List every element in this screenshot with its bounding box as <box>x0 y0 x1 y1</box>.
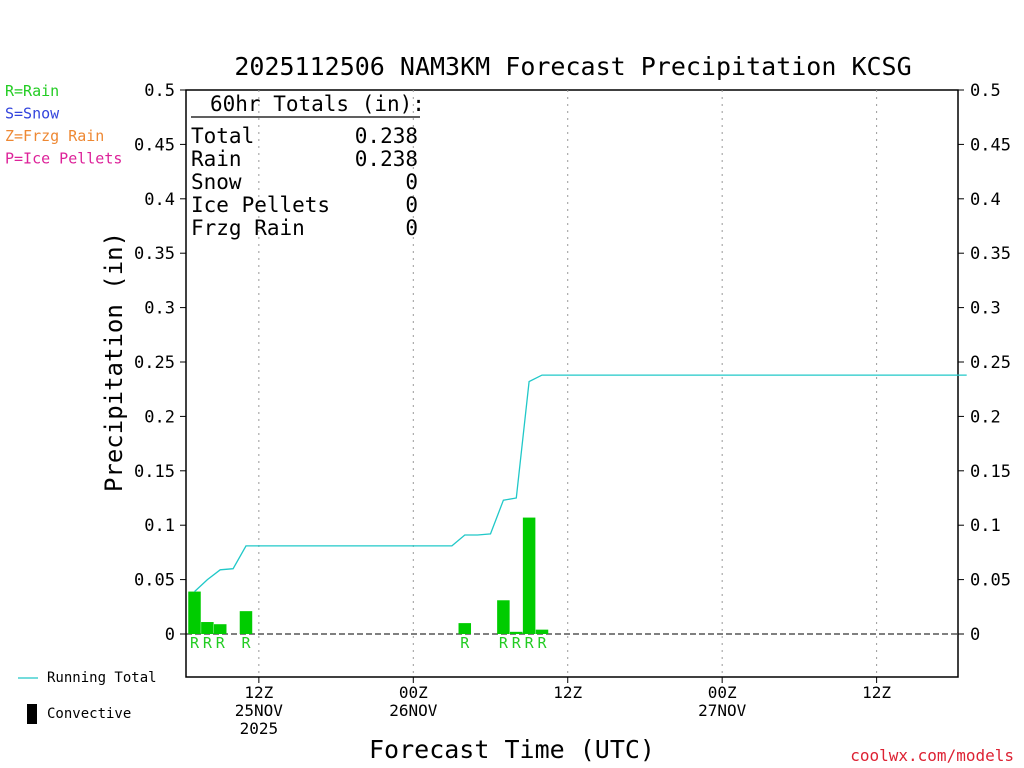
x-tick-label: 12Z <box>862 683 891 702</box>
ptype-letter: R <box>460 634 470 652</box>
y-tick-label-left: 0.2 <box>144 407 175 427</box>
y-tick-label-right: 0.5 <box>970 81 1001 101</box>
ptype-letter: R <box>499 634 509 652</box>
ptype-letter: R <box>537 634 547 652</box>
totals-label: Ice Pellets <box>191 193 330 217</box>
y-tick-label-left: 0.1 <box>144 516 175 536</box>
totals-value: 0.238 <box>355 124 418 148</box>
y-tick-label-left: 0.5 <box>144 81 175 101</box>
ptype-letter: R <box>190 634 200 652</box>
precip-bar <box>510 631 523 634</box>
x-tick-label: 27NOV <box>698 701 747 720</box>
y-tick-label-left: 0.4 <box>144 190 175 210</box>
totals-label: Snow <box>191 170 242 194</box>
convective-legend-swatch <box>27 704 37 724</box>
totals-value: 0.238 <box>355 147 418 171</box>
plot-area <box>185 89 959 678</box>
y-axis-left: 0.5 0.45 0.4 0.35 0.3 0.25 0.2 0.15 0.1 0.05 0 <box>134 81 186 645</box>
credit-text: coolwx.com/models <box>850 746 1014 765</box>
ptype-letter: R <box>241 634 251 652</box>
y-tick-label-left: 0.45 <box>134 135 175 155</box>
running-total-line <box>194 374 967 593</box>
ptype-letter: R <box>203 634 213 652</box>
y-tick-label-left: 0 <box>165 625 175 645</box>
y-tick-label-right: 0.2 <box>970 407 1001 427</box>
ptype-legend-item: P=Ice Pellets <box>5 150 122 168</box>
precip-bar <box>201 622 214 634</box>
chart-title: 2025112506 NAM3KM Forecast Precipitation… <box>234 52 911 81</box>
totals-label: Total <box>191 124 254 148</box>
y-tick-label-left: 0.05 <box>134 571 175 591</box>
x-tick-label: 12Z <box>244 683 273 702</box>
ptype-legend-item: R=Rain <box>5 82 59 100</box>
y-tick-label-right: 0.45 <box>970 135 1011 155</box>
x-axis-label: Forecast Time (UTC) <box>369 735 655 764</box>
totals-label: Frzg Rain <box>191 216 305 240</box>
precip-bars <box>188 517 549 634</box>
y-axis-label: Precipitation (in) <box>100 232 128 492</box>
precip-bar <box>239 611 253 634</box>
totals-value: 0 <box>405 216 418 240</box>
bottom-legend-label: Running Total <box>47 670 157 686</box>
totals-header: 60hr Totals (in): <box>210 92 425 116</box>
precip-bar <box>497 600 510 634</box>
x-tick-label: 12Z <box>553 683 582 702</box>
x-tick-label: 00Z <box>399 683 428 702</box>
precip-bar <box>458 623 472 634</box>
y-tick-label-right: 0.4 <box>970 190 1001 210</box>
y-tick-label-right: 0.05 <box>970 571 1011 591</box>
precip-bar <box>213 624 227 634</box>
ptype-legend-item: S=Snow <box>5 105 60 123</box>
precip-bar <box>188 591 201 634</box>
y-tick-label-left: 0.15 <box>134 462 175 482</box>
y-tick-label-right: 0.3 <box>970 299 1001 319</box>
x-tick-label: 25NOV <box>235 701 284 720</box>
bottom-legend-label: Convective <box>47 706 131 722</box>
x-tick-label: 2025 <box>240 719 279 738</box>
y-axis-right: 0.5 0.45 0.4 0.35 0.3 0.25 0.2 0.15 0.1 0.05 0 <box>958 81 1011 645</box>
ptype-letter: R <box>512 634 522 652</box>
totals-box: 60hr Totals (in): Total 0.238 Rain 0.238 Sno… <box>191 92 425 240</box>
totals-rows: Total 0.238 Rain 0.238 Snow 0 Ice Pellets 0 Frzg… <box>191 124 418 240</box>
precip-bar <box>522 517 536 634</box>
y-tick-label-right: 0.1 <box>970 516 1001 536</box>
y-tick-label-right: 0.25 <box>970 353 1011 373</box>
y-tick-label-left: 0.3 <box>144 299 175 319</box>
y-tick-label-right: 0 <box>970 625 980 645</box>
bottom-legend: Running Total Convective <box>18 670 157 724</box>
y-tick-label-left: 0.25 <box>134 353 175 373</box>
x-tick-label: 26NOV <box>389 701 438 720</box>
ptype-letter: R <box>216 634 226 652</box>
totals-label: Rain <box>191 147 242 171</box>
totals-value: 0 <box>405 193 418 217</box>
y-tick-label-left: 0.35 <box>134 244 175 264</box>
precip-bar <box>535 629 549 634</box>
ptype-legend: R=Rain S=Snow Z=Frzg Rain P=Ice Pellets <box>5 82 122 168</box>
grid-lines <box>258 90 878 677</box>
y-tick-label-right: 0.35 <box>970 244 1011 264</box>
ptype-letter: R <box>525 634 535 652</box>
ptype-legend-item: Z=Frzg Rain <box>5 127 104 145</box>
x-tick-label: 00Z <box>708 683 737 702</box>
totals-value: 0 <box>405 170 418 194</box>
y-tick-label-right: 0.15 <box>970 462 1011 482</box>
